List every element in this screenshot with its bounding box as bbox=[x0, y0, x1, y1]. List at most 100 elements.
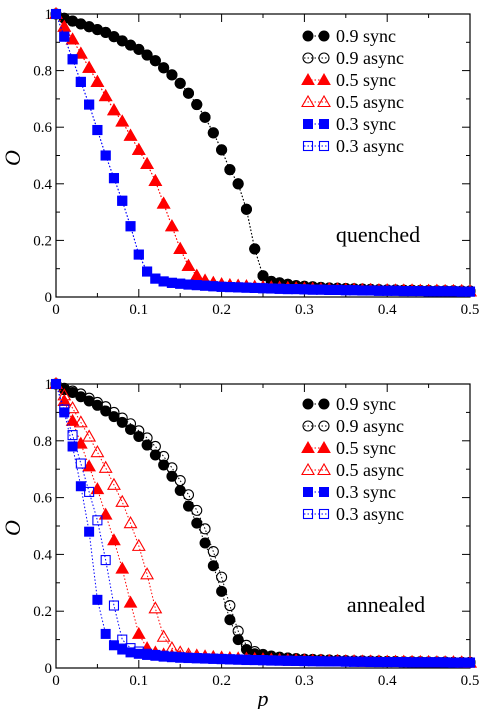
data-point bbox=[440, 657, 451, 668]
data-point bbox=[340, 656, 351, 667]
data-point bbox=[84, 99, 95, 110]
data-point bbox=[216, 585, 228, 597]
data-point bbox=[131, 538, 146, 551]
data-point bbox=[407, 657, 418, 668]
data-point bbox=[90, 74, 105, 87]
data-point bbox=[65, 401, 80, 414]
data-point bbox=[67, 54, 78, 65]
data-point bbox=[207, 546, 219, 558]
data-point bbox=[291, 655, 302, 666]
y-tick-label: 0.6 bbox=[33, 120, 52, 136]
data-point bbox=[75, 458, 86, 469]
x-tick-labels: 0 0.1 0.2 0.3 0.4 0.5 bbox=[52, 302, 479, 318]
data-point bbox=[233, 654, 244, 665]
data-point bbox=[291, 284, 302, 295]
data-point bbox=[315, 656, 327, 667]
x-tick-label: 0.2 bbox=[212, 673, 231, 689]
data-point bbox=[448, 286, 459, 297]
data-point bbox=[249, 282, 260, 293]
data-point bbox=[406, 657, 418, 668]
x-tick-label: 0 bbox=[52, 302, 60, 318]
data-point bbox=[84, 486, 95, 497]
data-point bbox=[382, 656, 393, 668]
data-point bbox=[199, 537, 211, 549]
data-point bbox=[67, 385, 79, 397]
data-point bbox=[382, 285, 393, 296]
legend-item: 0.3 sync bbox=[303, 482, 396, 502]
legend-marker bbox=[318, 140, 330, 152]
data-point bbox=[90, 74, 105, 87]
data-point bbox=[149, 440, 161, 453]
data-point bbox=[107, 477, 121, 490]
y-tick-label: 0.2 bbox=[33, 604, 52, 620]
data-point bbox=[133, 431, 145, 443]
data-point bbox=[65, 413, 80, 426]
data-point bbox=[291, 284, 302, 295]
data-point bbox=[90, 482, 105, 495]
data-point bbox=[199, 523, 211, 535]
y-tick-label: 0.6 bbox=[33, 491, 52, 507]
data-point bbox=[208, 281, 219, 292]
data-point bbox=[324, 656, 335, 667]
data-point bbox=[191, 280, 202, 291]
y-tick-label: 0.4 bbox=[33, 547, 52, 563]
data-point bbox=[91, 399, 103, 411]
data-point bbox=[100, 150, 111, 161]
data-point bbox=[332, 656, 343, 667]
legend-marker bbox=[302, 398, 314, 410]
legend-marker bbox=[317, 72, 331, 85]
legend-marker bbox=[301, 94, 315, 108]
data-point bbox=[50, 8, 62, 20]
data-point bbox=[182, 87, 195, 99]
x-tick-label: 0.2 bbox=[212, 302, 231, 318]
legend-label: 0.9 async bbox=[336, 416, 404, 436]
data-point bbox=[398, 286, 409, 297]
data-point bbox=[191, 99, 203, 111]
data-point bbox=[208, 653, 219, 664]
y-tick-label: 0.2 bbox=[33, 233, 52, 249]
data-point bbox=[390, 656, 401, 668]
data-point bbox=[57, 388, 72, 401]
data-point bbox=[65, 32, 80, 45]
data-point bbox=[349, 656, 360, 667]
data-point bbox=[299, 284, 310, 295]
series-0.9-async bbox=[50, 8, 476, 297]
data-point bbox=[67, 54, 78, 65]
data-point bbox=[200, 280, 211, 291]
data-point bbox=[115, 561, 130, 574]
data-point bbox=[274, 655, 285, 666]
data-point bbox=[164, 219, 179, 232]
x-tick-label: 0.3 bbox=[295, 302, 314, 318]
data-point bbox=[448, 657, 459, 668]
data-point bbox=[183, 279, 194, 290]
data-point bbox=[440, 286, 451, 297]
legend-item: 0.3 async bbox=[302, 504, 404, 524]
data-point bbox=[98, 507, 113, 520]
data-point bbox=[257, 654, 269, 666]
legend-marker bbox=[302, 420, 314, 432]
data-point bbox=[282, 284, 293, 295]
data-point bbox=[107, 103, 121, 116]
data-point bbox=[73, 436, 88, 449]
data-point bbox=[158, 276, 169, 287]
y-axis-label: O bbox=[0, 150, 25, 166]
panel-annotation: annealed bbox=[347, 592, 425, 617]
data-point bbox=[59, 404, 70, 415]
data-point bbox=[117, 195, 128, 206]
series-line bbox=[55, 13, 470, 292]
data-point bbox=[431, 657, 442, 668]
legend-marker bbox=[318, 30, 330, 42]
data-point bbox=[133, 249, 144, 260]
data-point bbox=[123, 516, 138, 529]
legend-item: 0.5 sync bbox=[301, 70, 396, 90]
data-point bbox=[431, 286, 442, 297]
legend-label: 0.5 sync bbox=[336, 438, 396, 458]
data-point bbox=[216, 281, 227, 292]
data-point bbox=[464, 657, 476, 668]
data-point bbox=[141, 49, 153, 61]
data-point bbox=[117, 634, 128, 645]
y-tick-label: 0 bbox=[45, 290, 53, 306]
legend-marker bbox=[318, 420, 330, 432]
data-point bbox=[199, 280, 211, 291]
